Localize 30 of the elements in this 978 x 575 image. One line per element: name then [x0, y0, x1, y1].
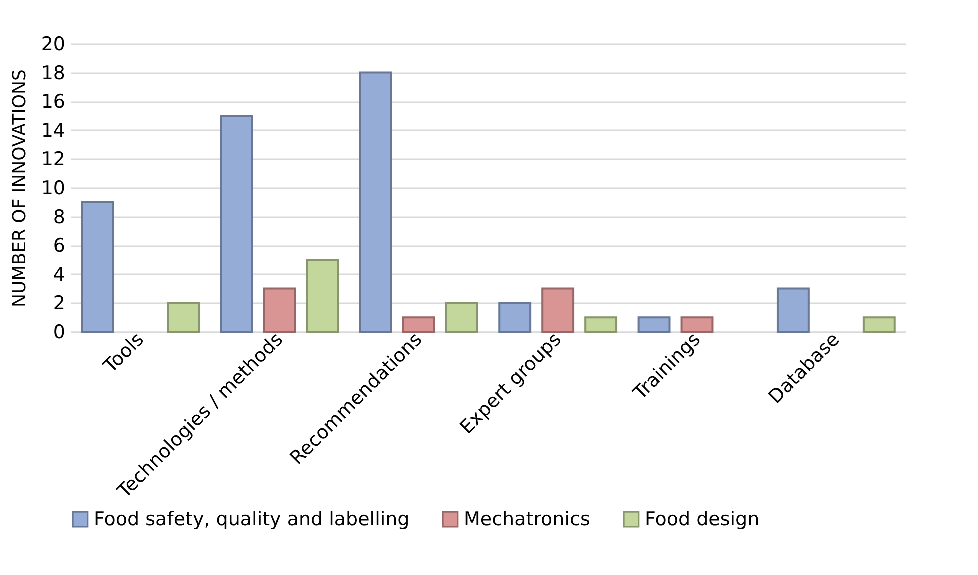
bar: [167, 302, 200, 333]
y-tick-label: 6: [53, 235, 66, 258]
y-tick-label: 4: [53, 264, 66, 286]
bar: [776, 288, 810, 333]
bar: [306, 259, 340, 333]
bar: [862, 316, 896, 333]
y-tick-label: 18: [41, 62, 66, 84]
bar: [542, 288, 575, 333]
legend-label: Mechatronics: [464, 508, 590, 531]
bar: [220, 115, 254, 333]
bar: [584, 316, 618, 333]
bar: [402, 316, 436, 333]
y-tick-label: 2: [53, 292, 66, 315]
legend-label: Food safety, quality and labelling: [94, 508, 410, 531]
y-tick-label: 8: [53, 206, 66, 228]
y-axis-title: NUMBER OF INNOVATIONS: [9, 70, 30, 308]
y-tick-label: 10: [41, 178, 66, 200]
y-tick-label: 0: [53, 322, 66, 344]
y-tick-label: 20: [41, 34, 66, 56]
legend-label: Food design: [645, 508, 760, 531]
bar: [638, 316, 671, 333]
y-tick-label: 12: [41, 148, 66, 171]
bar: [445, 302, 478, 333]
bar: [498, 302, 532, 333]
bar: [359, 72, 392, 333]
bar: [81, 201, 114, 333]
bar: [263, 288, 296, 333]
bar: [680, 316, 714, 333]
y-tick-label: 16: [41, 91, 66, 114]
y-tick-label: 14: [41, 120, 66, 142]
